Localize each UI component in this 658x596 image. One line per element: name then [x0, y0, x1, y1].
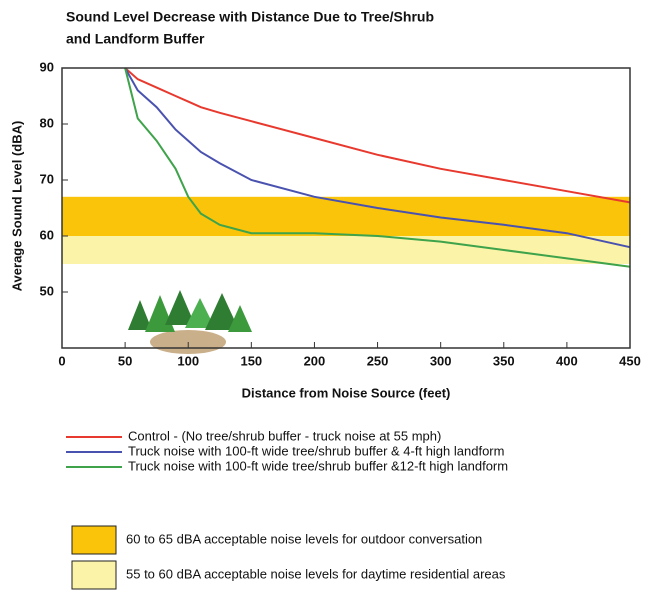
x-axis-label: Distance from Noise Source (feet) [242, 385, 451, 400]
line [124, 67, 631, 268]
legend-label: Truck noise with 100-ft wide tree/shrub … [128, 458, 508, 473]
plot-area [62, 67, 631, 268]
x-tick-label: 250 [367, 353, 389, 368]
x-tick-label: 450 [619, 353, 641, 368]
x-tick-label: 400 [556, 353, 578, 368]
x-tick-label: 350 [493, 353, 515, 368]
y-tick-label: 60 [40, 227, 54, 242]
band-legend-label: 55 to 60 dBA acceptable noise levels for… [126, 566, 506, 581]
chart-title: and Landform Buffer [66, 31, 205, 47]
chart-title: Sound Level Decrease with Distance Due t… [66, 9, 434, 25]
y-tick-label: 90 [40, 59, 54, 74]
y-tick-label: 80 [40, 115, 54, 130]
band [62, 236, 630, 264]
band-legend-swatch [71, 560, 117, 590]
y-tick-label: 50 [40, 283, 54, 298]
band-legend-swatch [71, 525, 117, 555]
x-tick-label: 100 [177, 353, 199, 368]
plot-frame [61, 67, 631, 349]
line [124, 67, 631, 204]
tree-illustration [128, 290, 252, 354]
x-tick-label: 0 [58, 353, 65, 368]
y-tick-label: 70 [40, 171, 54, 186]
legend-label: Truck noise with 100-ft wide tree/shrub … [128, 443, 504, 458]
x-tick-label: 300 [430, 353, 452, 368]
x-tick-label: 50 [118, 353, 132, 368]
x-tick-label: 200 [304, 353, 326, 368]
x-tick-label: 150 [240, 353, 262, 368]
line [124, 67, 631, 249]
legend-label: Control - (No tree/shrub buffer - truck … [128, 428, 441, 443]
y-axis-label: Average Sound Level (dBA) [9, 121, 24, 292]
band-legend-label: 60 to 65 dBA acceptable noise levels for… [126, 531, 482, 546]
